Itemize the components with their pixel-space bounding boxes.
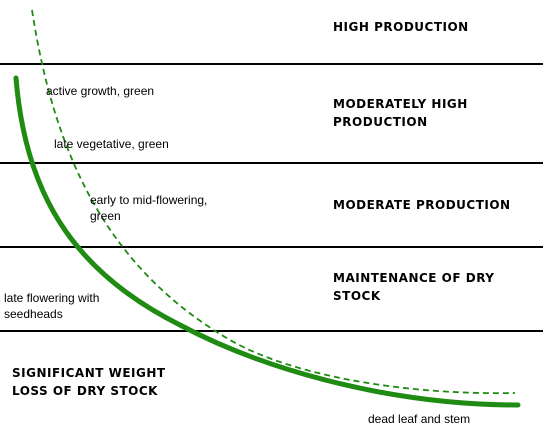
stage-label-dead-leaf-and-stem: dead leaf and stem [368,412,471,426]
zone-label-moderately-high-production: MODERATELY HIGH PRODUCTION [333,97,468,129]
zone-label-significant-weight-loss: SIGNIFICANT WEIGHT LOSS OF DRY STOCK [12,366,166,398]
zone-divider-3 [0,246,543,248]
dashed-quality-curve [31,9,516,395]
zone-divider-4 [0,330,543,332]
stage-label-late-flowering: late flowering with seedheads [4,291,100,321]
zone-label-maintenance-of-dry-stock: MAINTENANCE OF DRY STOCK [333,271,495,303]
stage-label-late-vegetative: late vegetative, green [54,137,169,151]
zone-label-moderate-production: MODERATE PRODUCTION [333,198,511,212]
solid-quality-curve [13,75,521,408]
zone-divider-1 [0,63,543,65]
zone-label-high-production: HIGH PRODUCTION [333,20,469,34]
stage-label-early-to-mid-flowering: early to mid-flowering, green [90,193,208,223]
zone-divider-2 [0,162,543,164]
stage-label-active-growth: active growth, green [46,84,155,98]
